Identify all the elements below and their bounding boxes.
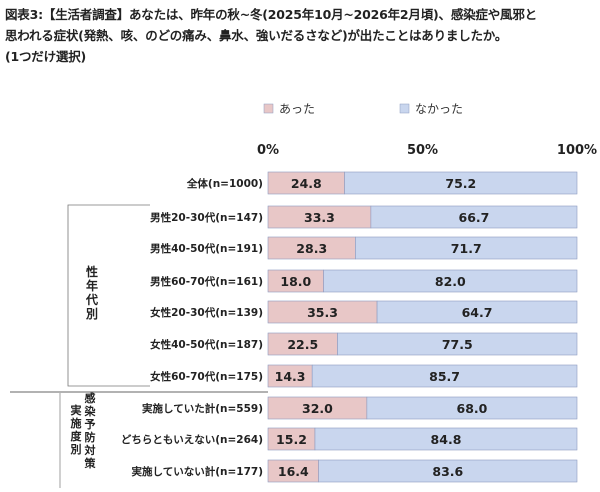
group-label-prevention-col1-char-1: 染 bbox=[85, 404, 97, 418]
bar-segment-4-1 bbox=[376, 300, 578, 324]
bar-segment-5-1 bbox=[337, 332, 578, 356]
data-label-8-0: 15.2 bbox=[276, 432, 307, 447]
tick-label-1: 50% bbox=[407, 143, 438, 158]
group-label-gender-age-char-0: 性 bbox=[85, 264, 98, 279]
group-label-prevention-col1-char-3: 防 bbox=[85, 430, 96, 444]
data-label-2-1: 71.7 bbox=[451, 241, 482, 256]
category-label-1: 男性20-30代(n=147) bbox=[150, 211, 263, 224]
data-label-4-0: 35.3 bbox=[307, 305, 338, 320]
tick-label-2: 100% bbox=[557, 143, 597, 158]
data-label-2-0: 28.3 bbox=[296, 241, 327, 256]
data-label-3-0: 18.0 bbox=[280, 274, 311, 289]
data-label-9-1: 83.6 bbox=[432, 464, 463, 479]
legend: あった なかった bbox=[263, 102, 463, 116]
category-label-5: 女性40-50代(n=187) bbox=[150, 338, 263, 351]
group-label-gender-age-char-2: 代 bbox=[85, 292, 98, 307]
group-label-prevention-col2-char-1: 施 bbox=[71, 416, 82, 430]
data-label-7-0: 32.0 bbox=[302, 401, 333, 416]
bracket-gender-age bbox=[67, 204, 150, 387]
group-label-prevention-col2-char-0: 実 bbox=[71, 403, 82, 417]
bars: 24.8 75.2 33.3 66.7 28.3 71.7 18.0 82.0 35.3 64.7… bbox=[267, 171, 578, 483]
tick-label-0: 0% bbox=[257, 143, 279, 158]
data-label-5-1: 77.5 bbox=[442, 337, 473, 352]
data-label-9-0: 16.4 bbox=[278, 464, 309, 479]
bar-segment-6-1 bbox=[311, 364, 578, 388]
group-brackets bbox=[10, 204, 268, 488]
title-line-2: 思われる症状(発熱、咳、のどの痛み、鼻水、強いだるさなど)が出たことはありました… bbox=[5, 28, 508, 43]
data-label-4-1: 64.7 bbox=[462, 305, 493, 320]
bar-segment-9-1 bbox=[318, 459, 578, 483]
group-label-gender-age-char-3: 別 bbox=[85, 307, 98, 321]
bar-segment-0-1 bbox=[344, 171, 578, 195]
data-label-5-0: 22.5 bbox=[287, 337, 318, 352]
legend-label-0: あった bbox=[279, 102, 315, 116]
bar-segment-8-1 bbox=[314, 427, 578, 451]
data-label-1-0: 33.3 bbox=[304, 210, 335, 225]
data-label-3-1: 82.0 bbox=[435, 274, 466, 289]
legend-swatch-0 bbox=[263, 103, 274, 114]
bar-segment-1-1 bbox=[370, 205, 578, 229]
axis-ticks: 0% 50% 100% bbox=[257, 143, 597, 158]
bar-segment-3-1 bbox=[323, 269, 578, 293]
legend-label-1: なかった bbox=[415, 102, 463, 116]
category-labels: 全体(n=1000) 男性20-30代(n=147) 男性40-50代(n=191)… bbox=[121, 177, 263, 478]
category-label-9: 実施していない計(n=177) bbox=[132, 465, 263, 478]
group-label-prevention-col1-char-5: 策 bbox=[84, 456, 97, 470]
group-label-prevention-col1-char-2: 予 bbox=[85, 418, 96, 431]
group-label-prevention-col1-char-4: 対 bbox=[84, 443, 96, 457]
data-label-6-1: 85.7 bbox=[429, 369, 460, 384]
legend-swatch-1 bbox=[399, 103, 410, 114]
group-label-gender-age-char-1: 年 bbox=[86, 278, 98, 293]
category-label-7: 実施していた計(n=559) bbox=[142, 402, 263, 415]
bar-segment-2-1 bbox=[355, 236, 578, 260]
data-label-0-1: 75.2 bbox=[445, 176, 476, 191]
group-label-prevention-col2-char-3: 別 bbox=[70, 442, 82, 456]
chart-title: 図表3:【生活者調査】あなたは、昨年の秋~冬(2025年10月~2026年2月頃… bbox=[5, 4, 595, 67]
category-label-0: 全体(n=1000) bbox=[186, 177, 263, 190]
data-label-0-0: 24.8 bbox=[291, 176, 322, 191]
bar-segment-7-1 bbox=[366, 396, 578, 420]
category-label-8: どちらともいえない(n=264) bbox=[121, 433, 263, 446]
category-label-3: 男性60-70代(n=161) bbox=[150, 275, 263, 288]
title-line-1: 図表3:【生活者調査】あなたは、昨年の秋~冬(2025年10月~2026年2月頃… bbox=[5, 7, 537, 22]
group-label-prevention-col1-char-0: 感 bbox=[85, 391, 96, 405]
category-label-4: 女性20-30代(n=139) bbox=[150, 306, 263, 319]
data-label-6-0: 14.3 bbox=[275, 369, 306, 384]
data-label-1-1: 66.7 bbox=[459, 210, 490, 225]
data-label-8-1: 84.8 bbox=[431, 432, 462, 447]
data-label-7-1: 68.0 bbox=[457, 401, 488, 416]
title-line-3: (1つだけ選択) bbox=[5, 49, 87, 64]
category-label-2: 男性40-50代(n=191) bbox=[150, 242, 263, 255]
group-label-prevention-col2-char-2: 度 bbox=[71, 429, 83, 443]
category-label-6: 女性60-70代(n=175) bbox=[150, 370, 263, 383]
